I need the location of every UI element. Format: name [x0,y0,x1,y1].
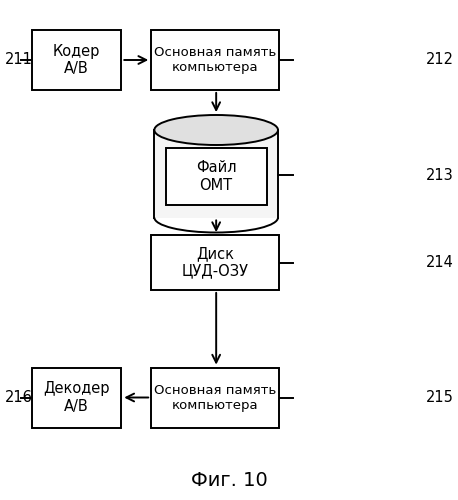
Text: 213: 213 [425,168,453,182]
Text: 215: 215 [425,390,453,405]
Text: Фиг. 10: Фиг. 10 [191,470,267,490]
FancyBboxPatch shape [32,368,121,428]
Text: 216: 216 [5,390,33,405]
Text: Основная память
компьютера: Основная память компьютера [154,46,276,74]
Text: Файл
ОМТ: Файл ОМТ [196,160,236,192]
FancyBboxPatch shape [151,30,279,90]
Text: 211: 211 [5,52,33,68]
Text: Основная память
компьютера: Основная память компьютера [154,384,276,411]
FancyBboxPatch shape [32,30,121,90]
Text: 214: 214 [425,255,453,270]
Ellipse shape [154,115,278,145]
Polygon shape [154,130,278,218]
Text: Декодер
А/В: Декодер А/В [44,382,110,414]
FancyBboxPatch shape [166,148,267,205]
FancyBboxPatch shape [151,235,279,290]
FancyBboxPatch shape [151,368,279,428]
Text: Диск
ЦУД-ОЗУ: Диск ЦУД-ОЗУ [182,246,249,278]
Text: 212: 212 [425,52,453,68]
Text: Кодер
А/В: Кодер А/В [53,44,100,76]
